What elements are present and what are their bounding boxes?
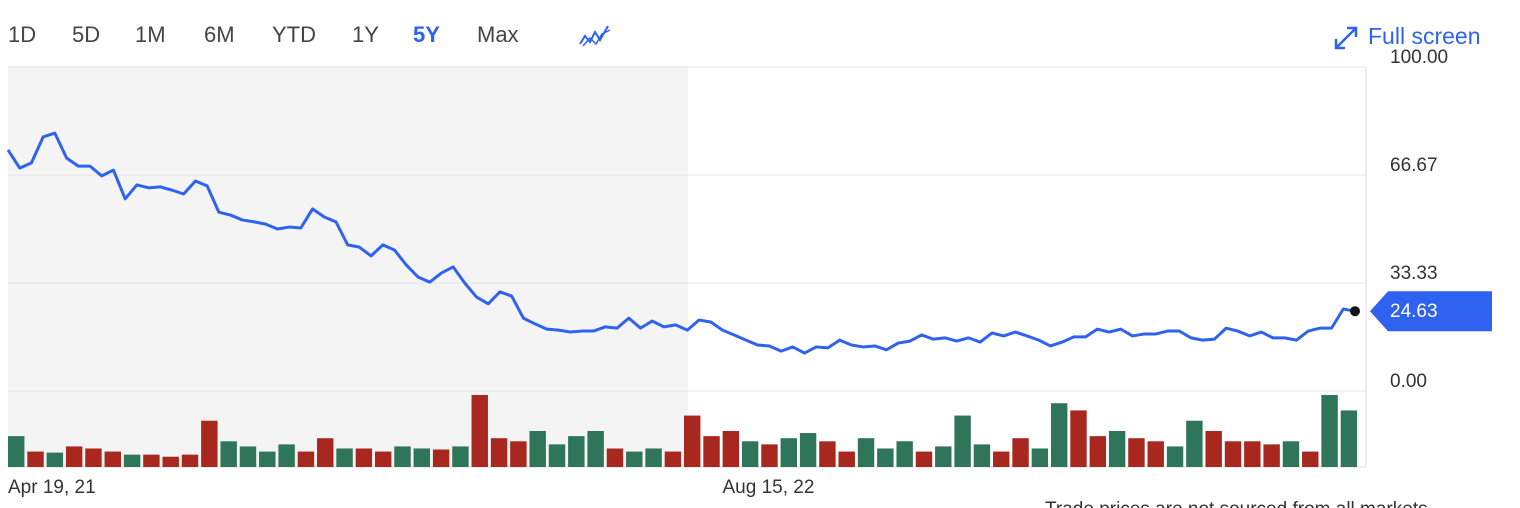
volume-bar (761, 444, 778, 467)
volume-bar (1340, 410, 1358, 467)
volume-bar (993, 451, 1010, 467)
volume-bar (162, 456, 179, 467)
line-icon (579, 25, 609, 45)
volume-bar (355, 448, 373, 467)
disclaimer: Trade prices are not sourced from all ma… (1045, 499, 1428, 508)
full-screen-label: Full screen (1368, 23, 1480, 49)
volume-bar (722, 431, 740, 467)
volume-bar (973, 444, 991, 467)
volume-bar (1244, 441, 1261, 467)
volume-bar (896, 441, 913, 467)
volume-bar (1282, 441, 1300, 467)
expand-icon (1334, 26, 1358, 50)
last-price-dot (1350, 306, 1360, 317)
chart-type-icon[interactable] (579, 25, 611, 47)
volume-bar (664, 451, 682, 467)
volume-bar (877, 448, 894, 467)
volume-bar (935, 446, 952, 467)
volume-bar (143, 454, 160, 467)
range-button[interactable]: 1Y (352, 22, 379, 47)
y-tick-label: 0.00 (1390, 371, 1427, 392)
volume-bar (780, 438, 797, 467)
volume-bar (201, 420, 218, 467)
volume-bar (1147, 441, 1164, 467)
volume-bar (915, 451, 933, 467)
volume-bar (684, 415, 701, 467)
volume-bar (239, 446, 257, 467)
volume-bar (1128, 438, 1145, 467)
volume-bar (452, 446, 469, 467)
range-button[interactable]: 5D (72, 22, 100, 47)
volume-bar (857, 438, 875, 467)
volume-bar (27, 451, 44, 467)
volume-bar (1302, 451, 1319, 467)
volume-bar (490, 438, 508, 467)
volume-bar (65, 446, 83, 467)
range-button[interactable]: 1D (8, 22, 36, 47)
volume-bar (568, 436, 585, 467)
x-tick-label: Apr 19, 21 (8, 477, 96, 498)
volume-bar (1186, 420, 1203, 467)
volume-bar (46, 452, 64, 467)
range-button[interactable]: 6M (204, 22, 235, 47)
volume-bar (1031, 448, 1049, 467)
volume-bar (799, 433, 817, 467)
volume-bar (819, 441, 836, 467)
volume-bar (548, 444, 566, 467)
price-badge (1370, 291, 1492, 332)
x-tick-label: Aug 15, 22 (722, 477, 814, 498)
volume-bar (297, 451, 315, 467)
volume-bar (374, 451, 392, 467)
volume-bar (394, 446, 411, 467)
volume-bar (1012, 438, 1029, 467)
volume-bar (1050, 403, 1068, 467)
full-screen-button[interactable]: Full screen (1334, 23, 1480, 50)
volume-bar (529, 431, 546, 467)
volume-bar (123, 454, 141, 467)
volume-bar (1089, 436, 1107, 467)
line-icon (582, 29, 611, 47)
volume-bar (626, 451, 643, 467)
volume-bar (1321, 395, 1338, 467)
volume-bar (703, 436, 720, 467)
range-button[interactable]: 5Y (413, 22, 440, 47)
volume-bar (220, 441, 237, 467)
range-button[interactable]: Max (477, 22, 519, 47)
volume-bar (1108, 431, 1126, 467)
volume-bar (645, 448, 662, 467)
volume-bar (510, 441, 527, 467)
volume-bar (278, 444, 295, 467)
y-tick-label: 33.33 (1390, 263, 1438, 284)
volume-bar (606, 448, 624, 467)
y-tick-label: 100.00 (1390, 47, 1448, 68)
volume-bar (1166, 446, 1184, 467)
volume-bar (104, 451, 121, 467)
volume-bar (838, 451, 855, 467)
volume-bar (587, 431, 604, 467)
volume-bar (1070, 410, 1087, 467)
volume-bar (259, 451, 276, 467)
volume-bar (471, 395, 488, 467)
shaded-period (8, 67, 688, 467)
price-badge-label: 24.63 (1390, 301, 1438, 322)
volume-bar (1263, 444, 1280, 467)
volume-bar (181, 454, 199, 467)
volume-bar (413, 448, 431, 467)
range-button[interactable]: 1M (135, 22, 166, 47)
y-tick-label: 66.67 (1390, 155, 1438, 176)
volume-bar (741, 441, 759, 467)
volume-bar (8, 436, 25, 467)
volume-bar (954, 415, 971, 467)
volume-bar (432, 449, 450, 467)
volume-bar (336, 448, 353, 467)
volume-bar (1205, 431, 1222, 467)
price-line (6, 131, 1356, 355)
range-button[interactable]: YTD (272, 22, 316, 47)
volume-bar (85, 448, 102, 467)
volume-bar (317, 438, 334, 467)
volume-bar (1224, 441, 1242, 467)
